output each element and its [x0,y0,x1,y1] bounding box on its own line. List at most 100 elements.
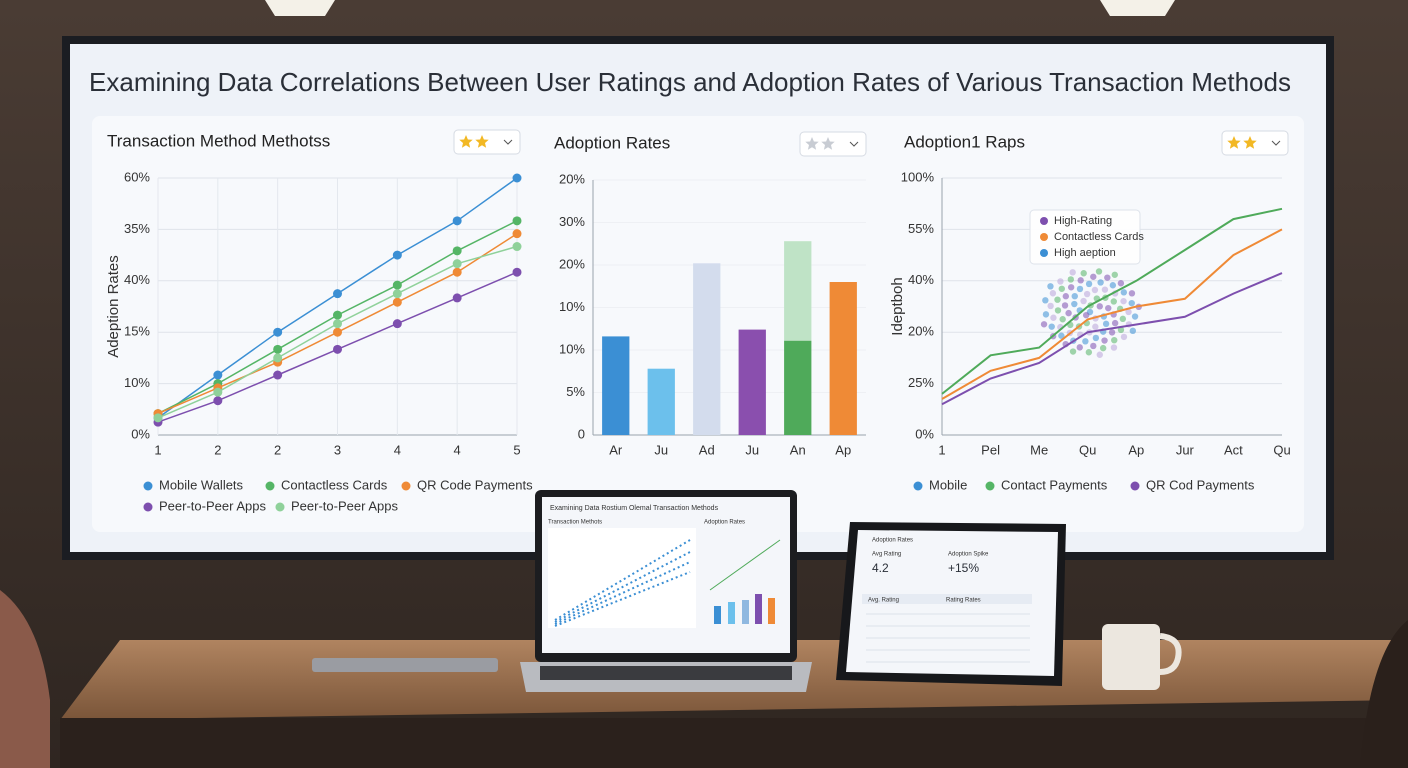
legend-marker [1040,249,1048,257]
star-icon [805,137,819,150]
data-point [452,216,462,226]
cluster-dot [1109,282,1117,289]
laptop-mini-chart [548,528,696,628]
star-icon [1227,136,1241,149]
inset-legend-box [1029,209,1141,265]
data-point [333,327,342,337]
y-axis-label: Ideptboh [889,277,906,335]
star-icon [475,135,489,148]
x-tick-label: Pel [981,442,1000,457]
cluster-dot [1042,297,1049,304]
star-icon [821,137,835,150]
legend-label: Peer-to-Peer Apps [159,498,266,513]
data-point [392,280,402,290]
legend-label: High aeption [1054,247,1116,259]
y-tick-label: 15% [124,324,150,339]
data-point [333,344,342,354]
legend-label: Contactless Cards [1054,231,1144,243]
laptop-mini-line [709,539,781,591]
rating-widget [799,131,867,157]
x-tick-label: 3 [334,442,341,457]
charts: Transaction Method Methotss0%10%15%40%35… [105,129,1291,513]
cluster-dot [1054,296,1061,303]
ceiling-light [1100,0,1175,16]
cluster-dot [1110,298,1117,305]
cluster-dot [1061,302,1069,309]
cluster-dot [1119,315,1127,323]
y-tick-label: 100% [901,169,935,184]
cluster-dot [1104,274,1111,281]
tablet-card-label: Adoption Spike [948,552,989,558]
tablet-table-rows [866,613,1030,663]
cluster-dot [1125,308,1132,316]
floor-shadow [60,718,1408,768]
legend-marker [1040,233,1048,241]
chart-title: Transaction Method Methotss [107,131,330,150]
cluster-dot [1131,313,1139,320]
cluster-dot [1120,297,1127,305]
cluster-dot [1108,329,1116,336]
laptop-mini-bar [714,606,721,624]
tablet-card-value: 4.2 [872,561,889,575]
cluster-dot [1095,268,1103,275]
cluster-dot [1085,280,1093,288]
cluster-dot [1096,351,1103,358]
cluster-dot [1090,342,1097,350]
y-tick-label: 10% [124,375,150,390]
data-point [273,370,283,380]
bar [784,241,812,341]
data-point [512,267,522,277]
x-tick-label: Ap [1128,442,1144,457]
laptop-mini-bar [768,598,775,624]
cluster-dot [1050,314,1057,321]
chair [0,590,50,768]
cluster-dot [1049,290,1057,297]
cluster-dot [1111,319,1119,327]
dropdown-icon [503,139,513,145]
cluster-dot [1054,307,1062,314]
tablet-card-label: Avg Rating [872,552,901,558]
data-point [392,250,402,260]
cluster-dot [1101,286,1109,293]
legend-label: Contactless Cards [281,477,388,492]
cluster-dot [1117,280,1125,287]
legend-marker [1130,481,1140,491]
legend-label: Mobile Wallets [159,477,244,492]
tablet-title: Adoption Rates [872,538,913,544]
legend-label: QR Cod Payments [1146,477,1255,492]
data-point [392,297,402,307]
tablet-col-header: Avg. Rating [868,598,899,604]
x-tick-label: Ju [654,442,668,457]
cluster-dot [1071,300,1078,308]
cluster-dot [1048,323,1055,330]
mug [1102,624,1160,690]
data-point [452,259,462,269]
x-tick-label: 2 [214,442,221,457]
dashboard-title: Examining Data Correlations Between User… [89,67,1291,97]
x-tick-label: Qu [1079,442,1096,457]
rating-widget [453,129,521,155]
y-tick-label: 0% [915,426,934,441]
data-point [273,327,283,337]
cluster-dot [1040,321,1048,328]
cluster-dot [1059,316,1066,323]
cluster-dot [1120,289,1128,296]
data-point [452,293,462,303]
legend-marker [275,502,285,512]
data-point [273,353,283,363]
cluster-dot [1090,273,1097,280]
cluster-dot [1058,285,1065,292]
y-tick-label: 20% [559,256,585,271]
laptop-mini-lines [554,539,691,627]
data-point [452,267,462,277]
chair [1360,620,1408,768]
data-point [333,319,342,329]
y-tick-label: 20% [908,324,934,339]
series-line [941,272,1283,406]
cluster-dot [1117,326,1125,334]
y-tick-label: 25% [908,375,934,390]
cluster-dot [1069,348,1077,355]
laptop-title: Examining Data Rostium Olemal Transactio… [550,505,719,512]
bar [738,329,766,435]
cluster-dot [1092,334,1100,342]
